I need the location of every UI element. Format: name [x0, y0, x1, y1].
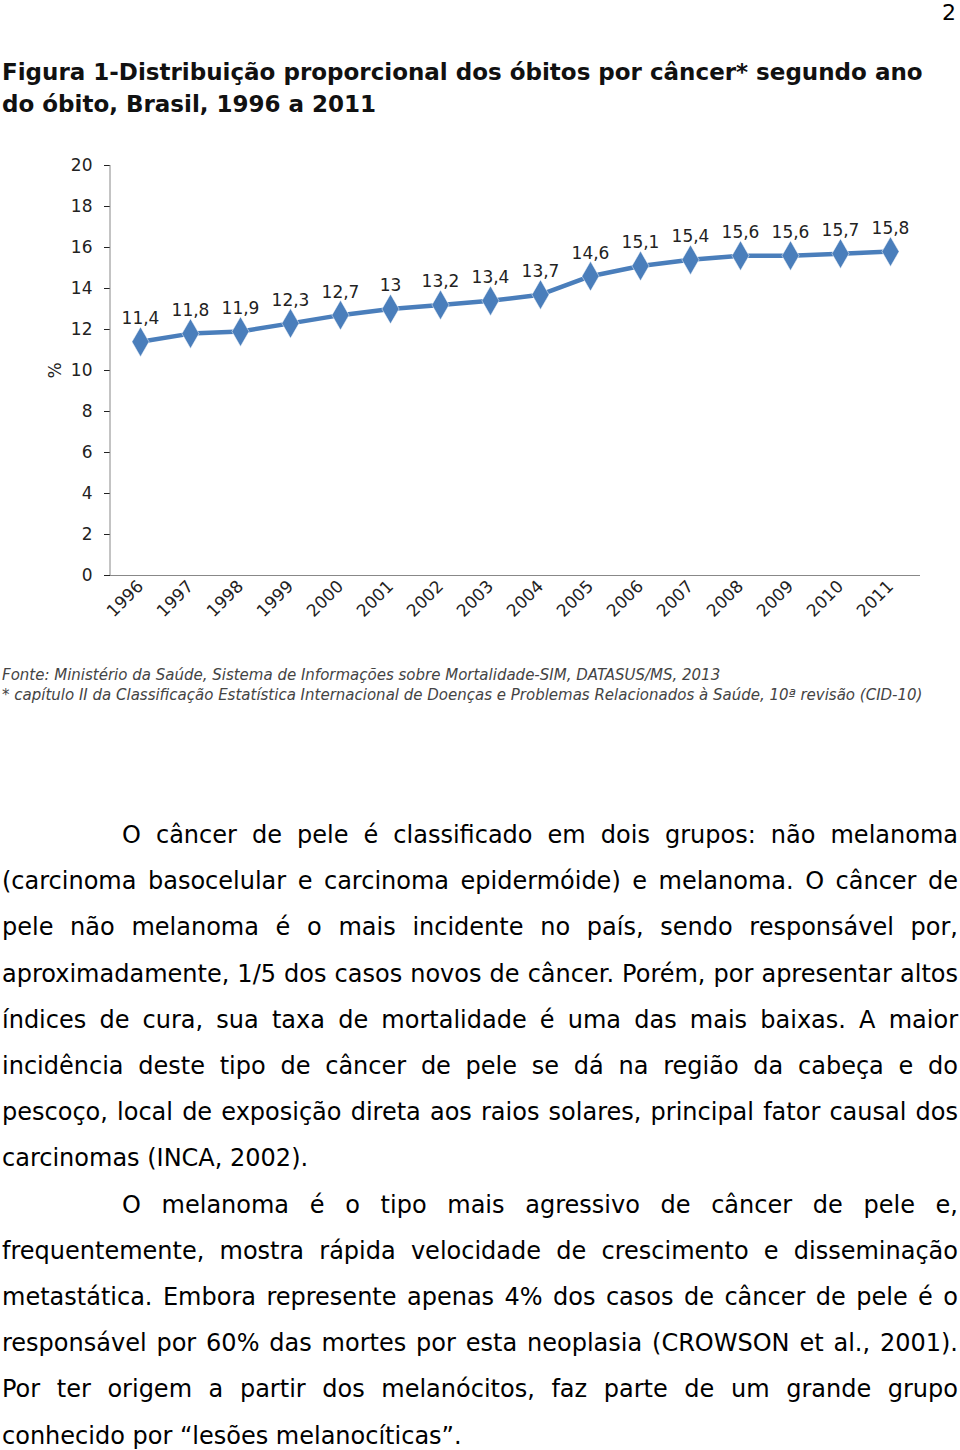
html-text:Fonte: Ministério da Saúde, Si: Fonte: Ministério da Saúde, Sistema de I… [2, 666, 721, 684]
svg-text:2001: 2001 [352, 576, 397, 621]
html-text:* capítulo II da Classificação: * capítulo II da Classificação Estatísti… [2, 686, 923, 704]
svg-text:11,9: 11,9 [222, 298, 260, 318]
svg-text:12,3: 12,3 [272, 290, 310, 310]
svg-text:2003: 2003 [452, 576, 497, 621]
svg-text:15,6: 15,6 [772, 222, 810, 242]
svg-text:20: 20 [71, 155, 93, 175]
svg-text:14,6: 14,6 [572, 243, 610, 263]
svg-text:8: 8 [82, 401, 93, 421]
svg-text:1998: 1998 [202, 576, 247, 621]
svg-text:10: 10 [71, 360, 93, 380]
svg-text:2005: 2005 [552, 576, 597, 621]
svg-text:0: 0 [82, 565, 93, 585]
svg-text:2007: 2007 [652, 576, 697, 621]
svg-text:15,8: 15,8 [872, 218, 910, 238]
svg-text:2006: 2006 [602, 576, 647, 621]
svg-text:15,6: 15,6 [722, 222, 760, 242]
svg-text:2010: 2010 [802, 576, 847, 621]
html-text:O câncer de pele é classificad: O câncer de pele é classificado em dois … [2, 821, 958, 1173]
svg-text:14: 14 [71, 278, 93, 298]
svg-text:12: 12 [71, 319, 93, 339]
svg-text:18: 18 [71, 196, 93, 216]
html-text:Figura 1-Distribuição proporci: Figura 1-Distribuição proporcional dos ó… [2, 59, 923, 117]
svg-text:1999: 1999 [252, 576, 297, 621]
svg-text:15,1: 15,1 [622, 232, 660, 252]
svg-text:15,7: 15,7 [822, 220, 860, 240]
svg-text:13,7: 13,7 [522, 261, 560, 281]
svg-text:2: 2 [82, 524, 93, 544]
svg-text:4: 4 [82, 483, 93, 503]
svg-text:2004: 2004 [502, 576, 547, 621]
svg-text:11,4: 11,4 [122, 308, 160, 328]
svg-text:%: % [45, 362, 65, 378]
svg-text:13: 13 [380, 275, 402, 295]
svg-text:1996: 1996 [102, 576, 147, 621]
svg-text:12,7: 12,7 [322, 282, 360, 302]
svg-text:2000: 2000 [302, 576, 347, 621]
svg-text:16: 16 [71, 237, 93, 257]
svg-text:2002: 2002 [402, 576, 447, 621]
html-text:2: 2 [942, 0, 956, 25]
svg-text:11,8: 11,8 [172, 300, 210, 320]
html-text:O melanoma é o tipo mais agres: O melanoma é o tipo mais agressivo de câ… [2, 1190, 958, 1450]
svg-text:13,4: 13,4 [472, 267, 510, 287]
svg-text:6: 6 [82, 442, 93, 462]
svg-text:2009: 2009 [752, 576, 797, 621]
svg-text:15,4: 15,4 [672, 226, 710, 246]
svg-text:1997: 1997 [152, 576, 197, 621]
svg-text:13,2: 13,2 [422, 271, 460, 291]
svg-text:2008: 2008 [702, 576, 747, 621]
svg-text:2011: 2011 [852, 576, 897, 621]
